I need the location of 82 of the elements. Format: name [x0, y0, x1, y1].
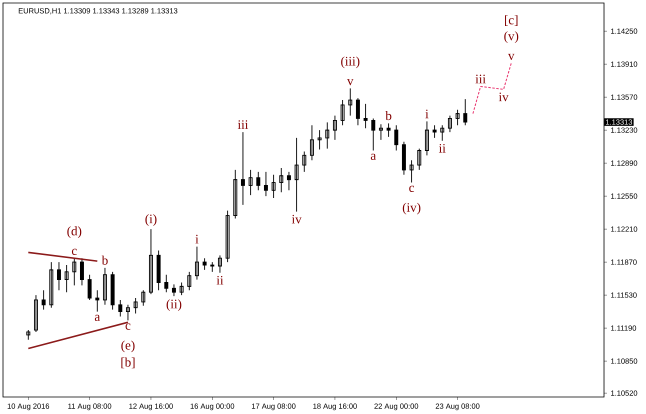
- candlestick: [424, 120, 429, 156]
- candlestick: [456, 109, 460, 126]
- candlestick: [233, 169, 238, 219]
- candlestick: [310, 124, 314, 161]
- candlestick: [348, 88, 352, 116]
- candlestick: [371, 118, 376, 151]
- candlestick: [72, 258, 76, 286]
- candlestick: [440, 124, 444, 142]
- annotation: [c]: [505, 15, 518, 26]
- candlestick: [332, 115, 337, 140]
- candlestick: [42, 290, 46, 310]
- candlestick: [410, 160, 414, 183]
- candlestick: [110, 271, 115, 310]
- annotation: iv: [292, 214, 302, 224]
- candlestick: [325, 122, 330, 150]
- candlestick: [202, 258, 207, 270]
- annotation: a: [94, 314, 100, 321]
- candlestick: [126, 304, 130, 321]
- annotation: (iii): [341, 56, 360, 68]
- annotation: c: [72, 248, 77, 256]
- candlestick: [256, 171, 260, 191]
- annotation: ii: [216, 276, 224, 285]
- annotation: c: [126, 324, 130, 330]
- annotation: b: [385, 111, 392, 120]
- annotation: (d): [67, 226, 82, 238]
- candlestick: [302, 151, 306, 172]
- candlestick: [318, 130, 322, 150]
- candlestick: [194, 246, 199, 280]
- candlestick: [102, 267, 107, 306]
- candlestick: [240, 132, 245, 206]
- candlestick: [364, 103, 368, 129]
- candlestick: [356, 98, 360, 126]
- candlestick: [286, 171, 291, 191]
- candlestick: [34, 294, 38, 332]
- candlestick: [141, 290, 146, 306]
- candlestick: [164, 274, 168, 293]
- annotation: iv: [498, 92, 509, 102]
- candlestick: [49, 262, 54, 308]
- candlestick: [402, 141, 406, 176]
- candlestick: [156, 250, 161, 291]
- candlestick: [210, 262, 214, 272]
- candlestick: [432, 124, 437, 138]
- candlestick: [279, 168, 284, 193]
- candlestick: [187, 271, 192, 291]
- candlestick: [180, 282, 184, 296]
- candlestick: [386, 122, 391, 138]
- annotation: iii: [238, 120, 248, 129]
- annotation: i: [195, 234, 199, 244]
- candlestick: [294, 137, 299, 212]
- annotation: (ii): [166, 299, 182, 312]
- candlestick: [172, 284, 176, 297]
- candlestick: [88, 274, 92, 300]
- candlestick: [378, 124, 383, 140]
- annotation: (i): [145, 214, 157, 226]
- candlestick: [248, 169, 253, 196]
- candlestick: [264, 171, 268, 197]
- annotation: b: [102, 256, 108, 265]
- candlestick: [95, 290, 100, 312]
- candlestick: [118, 300, 122, 317]
- annotation: i: [425, 110, 428, 118]
- line-series: [472, 62, 512, 114]
- candlestick: [448, 115, 452, 133]
- annotation: (e): [121, 340, 135, 352]
- annotation: v: [508, 54, 514, 60]
- annotation: a: [370, 154, 376, 160]
- candlestick: [272, 174, 276, 199]
- candlestick: [218, 254, 222, 274]
- annotation: iii: [475, 74, 486, 84]
- candlestick: [64, 264, 69, 293]
- annotation: v: [347, 79, 354, 86]
- annotation: ii: [438, 144, 446, 153]
- candlestick: [56, 262, 61, 291]
- annotation: (iv): [402, 202, 420, 214]
- candlestick: [226, 210, 230, 263]
- candlestick: [340, 100, 345, 126]
- annotation: [b]: [121, 358, 135, 368]
- candlestick: [26, 330, 30, 340]
- annotation: c: [409, 186, 414, 192]
- candlestick: [80, 258, 84, 286]
- annotation: (v): [504, 31, 518, 43]
- candlestick: [134, 298, 138, 314]
- candlestick: [148, 228, 153, 295]
